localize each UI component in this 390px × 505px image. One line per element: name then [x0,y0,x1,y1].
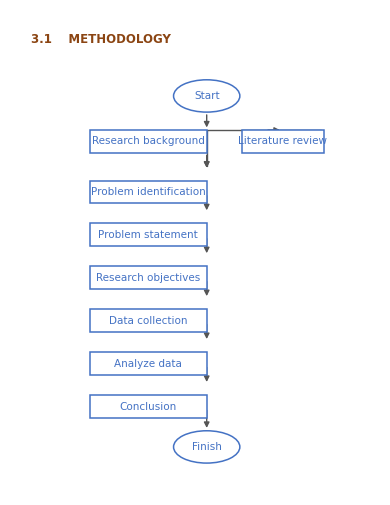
Text: 3.1    METHODOLOGY: 3.1 METHODOLOGY [31,33,171,46]
Text: Literature review: Literature review [238,136,327,146]
Text: Research background: Research background [92,136,205,146]
FancyBboxPatch shape [90,267,207,289]
Text: Problem statement: Problem statement [98,230,198,240]
Text: Finish: Finish [192,442,222,452]
FancyBboxPatch shape [90,309,207,332]
FancyBboxPatch shape [242,130,324,153]
Text: Analyze data: Analyze data [114,359,182,369]
Text: Data collection: Data collection [109,316,188,326]
FancyBboxPatch shape [90,395,207,418]
FancyBboxPatch shape [90,180,207,203]
FancyBboxPatch shape [90,223,207,246]
Text: Conclusion: Conclusion [120,401,177,412]
Text: Problem identification: Problem identification [91,187,206,197]
Ellipse shape [174,80,240,112]
FancyBboxPatch shape [90,352,207,375]
Ellipse shape [174,431,240,463]
Text: Research objectives: Research objectives [96,273,200,283]
Text: Start: Start [194,91,220,101]
FancyBboxPatch shape [90,130,207,153]
